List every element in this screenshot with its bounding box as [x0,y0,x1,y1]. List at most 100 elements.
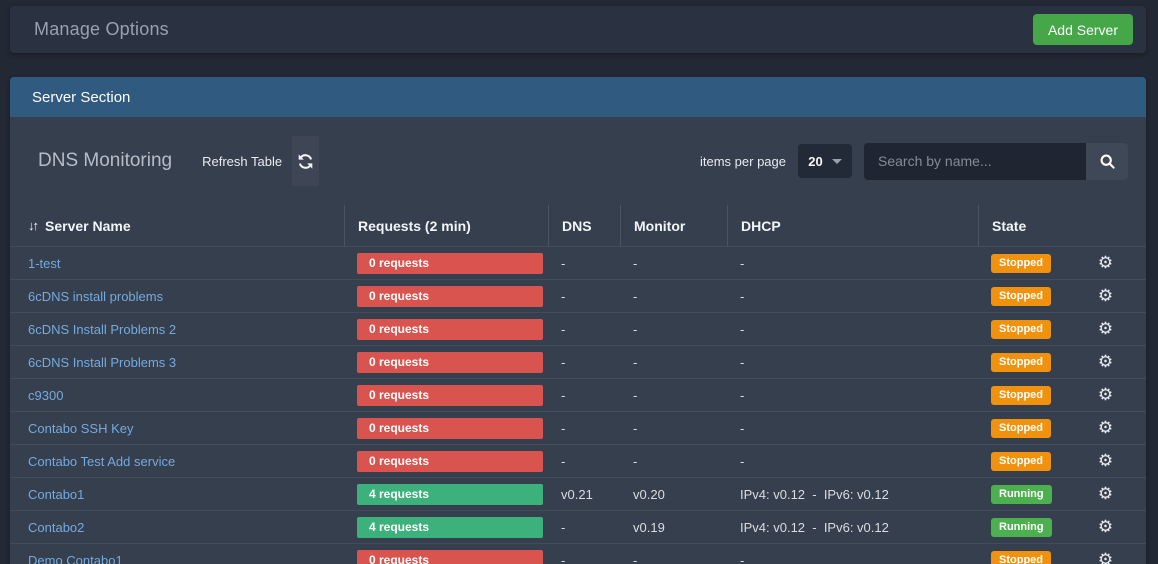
requests-badge: 0 requests [357,352,543,373]
table-row: c9300 0 requests - - - Stopped ⚙ [10,378,1146,411]
requests-badge: 4 requests [357,517,543,538]
items-per-page-value: 20 [808,154,822,169]
dhcp-versions: IPv4: v0.12 - IPv6: v0.12 [727,487,978,502]
dns-version: - [548,289,620,304]
table-toolbar: DNS Monitoring Refresh Table items per p… [10,117,1146,205]
search-button[interactable] [1086,143,1128,180]
column-header-label: Server Name [45,218,131,234]
dhcp-versions: - [727,388,978,403]
gear-icon[interactable]: ⚙ [1098,484,1113,503]
gear-icon[interactable]: ⚙ [1098,286,1113,305]
table-header-row: ↓↑ Server Name Requests (2 min) DNS Moni… [10,205,1146,246]
sort-icon: ↓↑ [28,218,37,233]
gear-icon[interactable]: ⚙ [1098,550,1113,564]
state-badge: Stopped [991,353,1051,372]
items-per-page-select[interactable]: 20 [798,144,852,178]
table-row: Contabo1 4 requests v0.21 v0.20 IPv4: v0… [10,477,1146,510]
section-title: Server Section [32,89,130,106]
monitor-version: v0.20 [620,487,727,502]
dns-version: - [548,322,620,337]
server-name-link[interactable]: Demo Contabo1 [28,553,123,564]
requests-badge: 4 requests [357,484,543,505]
dhcp-versions: - [727,355,978,370]
dns-version: - [548,256,620,271]
server-name-link[interactable]: Contabo2 [28,520,84,535]
requests-badge: 0 requests [357,451,543,472]
server-name-link[interactable]: 1-test [28,256,61,271]
state-badge: Stopped [991,320,1051,339]
dhcp-versions: - [727,289,978,304]
monitor-version: - [620,388,727,403]
server-name-link[interactable]: 6cDNS install problems [28,289,163,304]
state-badge: Stopped [991,254,1051,273]
state-badge: Stopped [991,419,1051,438]
dhcp-versions: - [727,454,978,469]
gear-icon[interactable]: ⚙ [1098,451,1113,470]
state-badge: Running [991,485,1052,504]
dhcp-versions: IPv4: v0.12 - IPv6: v0.12 [727,520,978,535]
table-row: Contabo Test Add service 0 requests - - … [10,444,1146,477]
server-section-panel: Server Section DNS Monitoring Refresh Ta… [10,77,1146,564]
column-header-requests: Requests (2 min) [344,205,548,246]
gear-icon[interactable]: ⚙ [1098,418,1113,437]
requests-badge: 0 requests [357,286,543,307]
table-row: 6cDNS Install Problems 3 0 requests - - … [10,345,1146,378]
items-per-page-label: items per page [700,154,786,169]
state-badge: Running [991,518,1052,537]
add-server-button[interactable]: Add Server [1033,14,1133,45]
panel-title: DNS Monitoring [38,150,172,172]
server-name-link[interactable]: Contabo SSH Key [28,421,134,436]
dns-version: - [548,454,620,469]
state-badge: Stopped [991,452,1051,471]
gear-icon[interactable]: ⚙ [1098,385,1113,404]
search-icon [1099,153,1116,170]
monitor-version: - [620,289,727,304]
server-name-link[interactable]: 6cDNS Install Problems 2 [28,322,176,337]
monitor-version: v0.19 [620,520,727,535]
top-bar: Manage Options Add Server [10,6,1146,53]
column-header-server-name[interactable]: ↓↑ Server Name [28,218,344,234]
search-input[interactable] [864,143,1086,180]
dns-version: - [548,421,620,436]
requests-badge: 0 requests [357,319,543,340]
monitor-version: - [620,322,727,337]
table-body: 1-test 0 requests - - - Stopped ⚙ 6cDNS … [10,246,1146,564]
chevron-down-icon [832,159,842,164]
table-row: 6cDNS install problems 0 requests - - - … [10,279,1146,312]
table-row: 1-test 0 requests - - - Stopped ⚙ [10,246,1146,279]
monitor-version: - [620,421,727,436]
column-header-dns: DNS [548,205,620,246]
column-header-monitor: Monitor [620,205,727,246]
state-badge: Stopped [991,551,1051,564]
dhcp-versions: - [727,322,978,337]
state-badge: Stopped [991,386,1051,405]
column-header-dhcp: DHCP [727,205,978,246]
column-header-state: State [978,205,1070,246]
server-name-link[interactable]: Contabo1 [28,487,84,502]
monitor-version: - [620,553,727,564]
table-row: 6cDNS Install Problems 2 0 requests - - … [10,312,1146,345]
refresh-button[interactable] [292,136,319,186]
dns-version: - [548,355,620,370]
gear-icon[interactable]: ⚙ [1098,352,1113,371]
dns-version: v0.21 [548,487,620,502]
gear-icon[interactable]: ⚙ [1098,319,1113,338]
dhcp-versions: - [727,421,978,436]
requests-badge: 0 requests [357,385,543,406]
dhcp-versions: - [727,256,978,271]
gear-icon[interactable]: ⚙ [1098,253,1113,272]
monitor-version: - [620,454,727,469]
server-name-link[interactable]: c9300 [28,388,63,403]
server-name-link[interactable]: 6cDNS Install Problems 3 [28,355,176,370]
dns-version: - [548,388,620,403]
server-name-link[interactable]: Contabo Test Add service [28,454,175,469]
requests-badge: 0 requests [357,253,543,274]
dhcp-versions: - [727,553,978,564]
gear-icon[interactable]: ⚙ [1098,517,1113,536]
table-row: Contabo SSH Key 0 requests - - - Stopped… [10,411,1146,444]
dns-version: - [548,520,620,535]
column-header-actions [1070,205,1128,246]
monitor-version: - [620,355,727,370]
monitor-version: - [620,256,727,271]
refresh-icon [297,153,314,170]
